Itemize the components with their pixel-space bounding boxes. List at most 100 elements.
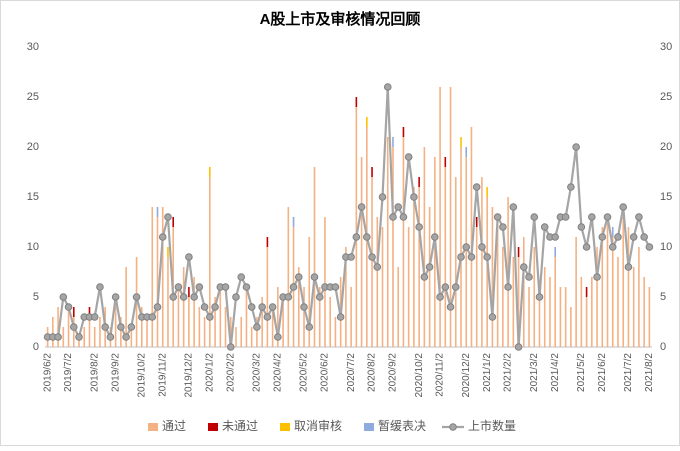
legend-swatch <box>208 423 218 431</box>
bar-segment <box>57 307 59 347</box>
bar-segment <box>161 207 164 347</box>
bar-segment <box>418 177 420 187</box>
bar-segment <box>439 87 441 347</box>
bar-segment <box>402 127 405 137</box>
bar-segment <box>585 287 588 297</box>
bar-segment <box>229 317 232 347</box>
y2-tick-label: 0 <box>660 341 666 353</box>
bar-segment <box>397 267 400 347</box>
line-marker <box>274 333 282 341</box>
line-marker <box>535 293 544 301</box>
bar-segment <box>282 297 284 347</box>
line-marker <box>540 223 549 231</box>
line-marker <box>315 293 324 301</box>
x-tick-label: 2020/7/2 <box>346 353 357 392</box>
y2-tick-label: 20 <box>660 141 672 153</box>
line-marker <box>593 273 601 281</box>
x-tick-label: 2021/3/2 <box>529 353 540 392</box>
x-tick-label: 2021/5/2 <box>576 353 587 392</box>
x-tick-label: 2020/4/2 <box>272 353 283 392</box>
bar-segment <box>83 327 86 347</box>
bar-segment <box>606 217 609 347</box>
line-marker <box>294 273 303 281</box>
bar-segment <box>538 297 541 347</box>
line-marker <box>127 323 136 331</box>
bar-segment <box>182 267 185 347</box>
y-tick-label: 0 <box>33 341 39 353</box>
line-marker <box>284 293 293 301</box>
bar-segment <box>502 247 504 347</box>
line-marker <box>462 243 471 251</box>
y2-tick-label: 25 <box>660 91 672 103</box>
x-tick-label: 2021/8/2 <box>644 353 655 392</box>
x-tick-label: 2020/5/2 <box>299 353 310 392</box>
bar-segment <box>62 327 65 347</box>
x-tick-label: 2021/2/2 <box>503 353 514 392</box>
line-marker <box>232 293 240 301</box>
bar-segment <box>617 257 619 347</box>
line-marker <box>357 203 366 211</box>
line-marker <box>101 323 109 331</box>
bar-segment <box>413 187 415 347</box>
bar-segment <box>449 87 452 347</box>
x-tick-label: 2019/9/2 <box>110 353 121 392</box>
line-marker <box>577 223 586 231</box>
y-tick-label: 15 <box>27 191 39 203</box>
bar-segment <box>486 197 488 347</box>
line-marker <box>90 313 99 321</box>
line-marker <box>373 263 382 271</box>
line-marker <box>640 233 648 241</box>
bar-segment <box>224 307 227 347</box>
line-marker <box>624 263 633 271</box>
bar-segment <box>491 207 494 347</box>
bar-segment <box>460 147 462 347</box>
x-tick-label: 2020/8/2 <box>367 353 378 392</box>
line-marker <box>206 313 214 321</box>
bar-segment <box>371 167 373 177</box>
bar-segment <box>250 327 253 347</box>
bar-segment <box>235 327 237 347</box>
bar-segment <box>470 127 473 347</box>
bar-segment <box>167 247 169 257</box>
line-marker <box>96 283 104 291</box>
x-tick-label: 2020/9/2 <box>388 353 399 392</box>
bar-segment <box>643 277 645 347</box>
x-tick-label: 2020/6/2 <box>320 353 331 392</box>
bar-segment <box>366 117 368 127</box>
line-marker <box>467 253 476 261</box>
line-marker <box>582 243 591 251</box>
bar-segment <box>407 227 410 347</box>
chart-title: A股上市及审核情况回顾 <box>260 10 421 28</box>
line-marker <box>425 263 434 271</box>
bar-segment <box>611 237 614 347</box>
bar-segment <box>465 147 468 157</box>
bar-segment <box>329 297 331 347</box>
bar-segment <box>156 207 159 217</box>
bar-segment <box>261 297 263 347</box>
bar-segment <box>318 287 321 347</box>
bar-segment <box>381 227 384 347</box>
bar-segment <box>266 247 269 347</box>
x-tick-label: 2021/6/2 <box>597 353 608 392</box>
bar-segment <box>256 317 258 347</box>
y-tick-label: 10 <box>27 241 39 253</box>
legend-swatch <box>449 423 457 431</box>
bar-segment <box>512 257 515 347</box>
bar-segment <box>292 217 295 227</box>
bar-segment <box>188 297 190 347</box>
bar-segment <box>151 207 154 347</box>
x-tick-label: 2019/12/2 <box>184 353 195 398</box>
line-marker <box>451 283 460 291</box>
x-tick-label: 2021/4/2 <box>550 353 561 392</box>
bar-segment <box>156 217 159 347</box>
legend-label: 上市数量 <box>468 418 516 433</box>
line-marker <box>226 343 235 351</box>
bar-segment <box>549 277 551 347</box>
x-tick-label: 2020/2/2 <box>225 353 236 392</box>
x-tick-label: 2021/1/2 <box>482 353 493 392</box>
bar-segment <box>67 307 70 347</box>
bar-segment <box>209 167 211 177</box>
line-marker <box>472 183 481 191</box>
line-marker <box>431 233 439 241</box>
bar-segment <box>114 297 117 347</box>
